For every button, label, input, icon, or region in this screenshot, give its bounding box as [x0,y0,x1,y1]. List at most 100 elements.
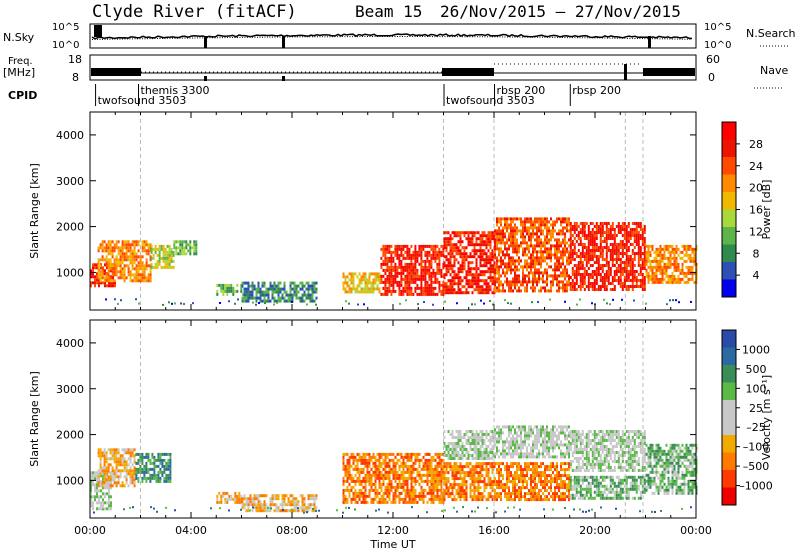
data-cell [398,257,400,260]
data-cell [347,471,349,474]
data-cell [134,460,136,463]
data-cell [122,267,124,270]
data-cell [550,274,552,277]
data-cell [244,282,246,285]
data-cell [264,282,266,285]
data-cell [157,453,159,456]
data-cell [98,270,100,273]
data-cell [169,471,171,474]
data-cell [412,254,414,257]
data-cell [100,454,102,457]
data-cell [189,246,191,249]
data-cell [478,471,480,474]
data-cell [612,255,614,258]
data-cell [120,463,122,466]
data-cell [460,282,462,285]
data-cell [478,454,480,457]
data-cell [534,262,536,265]
data-cell [345,501,347,504]
data-cell [556,274,558,277]
data-cell [480,465,482,468]
data-cell [112,246,114,249]
data-cell [139,456,141,459]
data-cell [654,266,656,269]
data-cell [480,462,482,465]
data-cell [596,270,598,273]
data-cell [116,481,118,484]
data-cell [144,240,146,243]
data-cell [568,220,570,223]
data-cell [437,498,439,501]
data-cell [442,251,444,254]
data-cell [441,480,443,483]
data-cell [402,254,404,257]
data-cell [448,445,450,448]
data-cell [614,285,616,288]
data-cell [462,246,464,249]
data-cell [137,480,139,483]
data-cell [674,251,676,254]
data-cell [262,300,264,303]
data-cell [108,246,110,249]
data-cell [413,501,415,504]
data-cell [466,451,468,454]
data-cell [110,258,112,261]
data-cell [116,267,118,270]
data-cell [398,248,400,251]
data-cell [163,254,165,257]
data-cell [512,235,514,238]
data-cell [604,282,606,285]
data-cell [624,270,626,273]
data-cell [258,494,260,497]
data-cell [438,260,440,263]
data-cell [432,248,434,251]
data-cell [520,241,522,244]
data-cell [387,471,389,474]
data-cell [128,457,130,460]
data-cell [484,442,486,445]
data-cell [169,477,171,480]
nave-label: Nave [760,64,788,77]
data-cell [132,273,134,276]
data-cell [246,503,248,506]
data-cell [140,258,142,261]
data-cell [365,480,367,483]
data-cell [524,241,526,244]
data-cell [246,300,248,303]
data-cell [464,261,466,264]
data-cell [284,297,286,300]
data-cell [446,246,448,249]
data-cell [492,276,494,279]
data-cell [544,268,546,271]
data-cell [284,291,286,294]
data-cell [145,480,147,483]
data-cell [652,278,654,281]
data-cell [396,281,398,284]
data-cell [628,264,630,267]
data-cell [426,290,428,293]
data-cell [546,262,548,265]
data-cell [430,260,432,263]
data-cell [514,244,516,247]
data-cell [570,249,572,252]
data-cell [454,462,456,465]
data-cell [288,300,290,303]
data-cell [441,492,443,495]
data-cell [512,268,514,271]
data-cell [464,477,466,480]
data-cell [542,241,544,244]
data-cell [564,301,566,303]
data-cell [130,451,132,454]
data-cell [494,244,496,247]
data-cell [636,243,638,246]
data-cell [343,281,345,284]
data-cell [620,240,622,243]
data-cell [220,287,222,290]
data-cell [365,281,367,284]
data-cell [602,246,604,249]
data-cell [550,259,552,262]
data-cell [151,263,153,266]
data-cell [600,231,602,234]
data-cell [674,254,676,257]
data-cell [141,471,143,474]
